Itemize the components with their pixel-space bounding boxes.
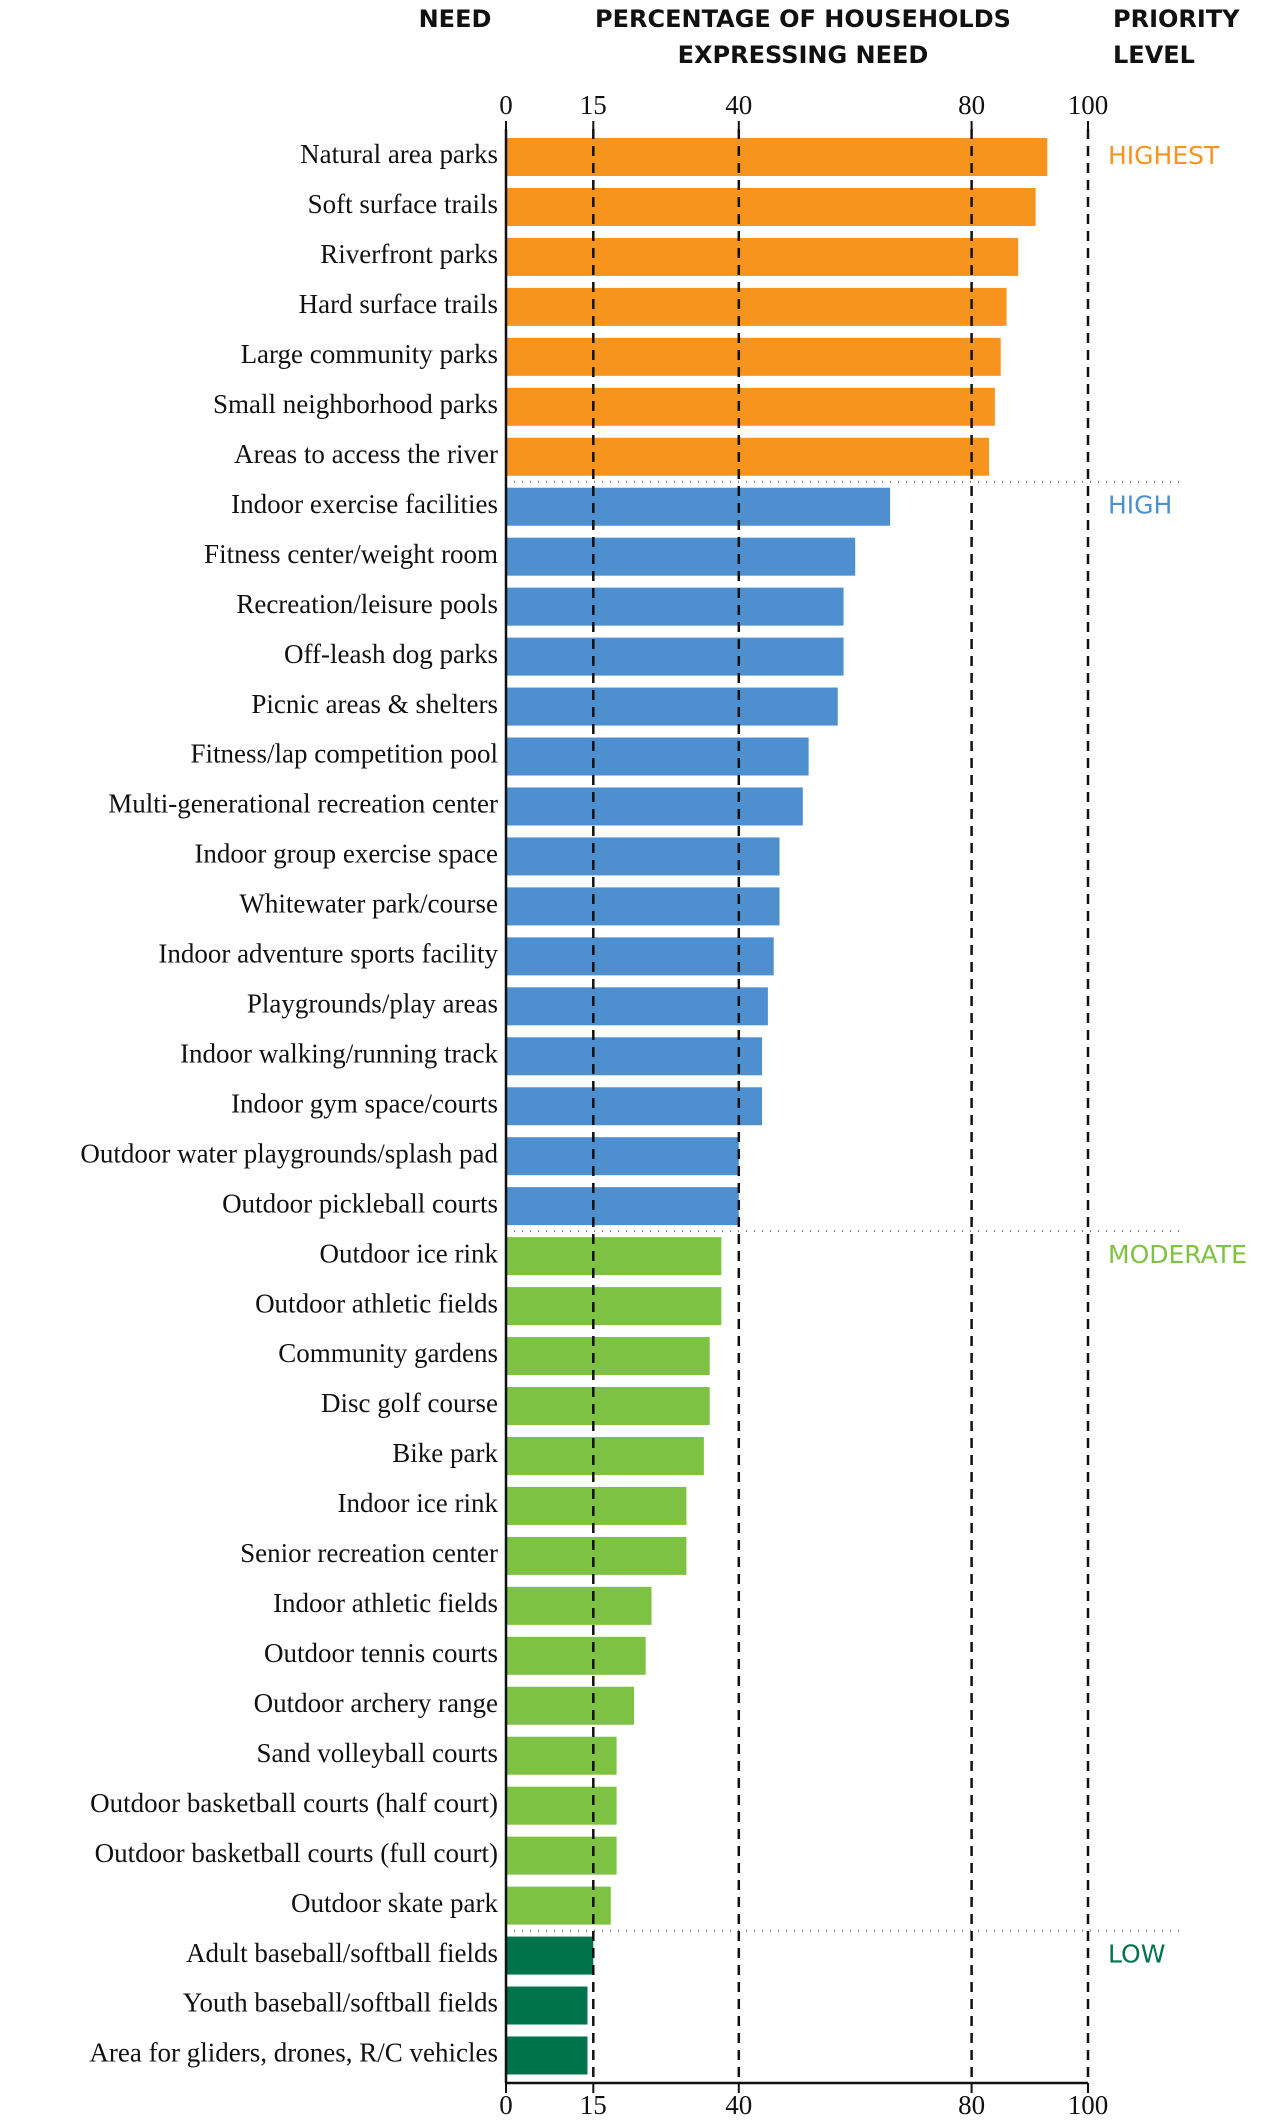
x-tick-label: 0: [499, 90, 513, 120]
category-label: Outdoor basketball courts (full court): [95, 1838, 498, 1868]
bar: [506, 1486, 687, 1525]
bar: [506, 637, 844, 676]
category-label: Whitewater park/course: [239, 889, 498, 919]
bar: [506, 1886, 611, 1925]
category-label: Outdoor basketball courts (half court): [90, 1788, 498, 1818]
category-label: Large community parks: [241, 339, 498, 369]
bar: [506, 587, 844, 626]
priority-label: HIGHEST: [1108, 141, 1220, 170]
bar: [506, 537, 856, 576]
x-tick-label: 0: [499, 2090, 513, 2120]
bar: [506, 1586, 652, 1625]
bar: [506, 787, 803, 826]
category-label: Sand volleyball courts: [257, 1738, 498, 1768]
category-label: Outdoor water playgrounds/splash pad: [80, 1138, 498, 1168]
category-label: Off-leash dog parks: [284, 639, 498, 669]
category-label: Playgrounds/play areas: [247, 989, 498, 1019]
category-label: Indoor exercise facilities: [231, 489, 498, 519]
x-tick-label: 80: [958, 2090, 985, 2120]
priority-label: HIGH: [1108, 491, 1172, 520]
priority-header: LEVEL: [1113, 41, 1195, 69]
bar: [506, 1137, 739, 1176]
bar: [506, 1037, 763, 1076]
need-header: NEED: [419, 5, 492, 33]
category-label: Youth baseball/softball fields: [183, 1988, 498, 2018]
x-tick-label: 15: [580, 90, 607, 120]
bar: [506, 2036, 588, 2075]
x-tick-label: 40: [725, 2090, 752, 2120]
category-label: Outdoor tennis courts: [264, 1638, 498, 1668]
bar: [506, 138, 1048, 176]
x-tick-label: 40: [725, 90, 752, 120]
bar: [506, 1436, 704, 1475]
bar: [506, 1237, 722, 1276]
category-label: Soft surface trails: [308, 189, 498, 219]
bar: [506, 237, 1019, 276]
category-label: Natural area parks: [300, 139, 498, 169]
category-label: Outdoor skate park: [291, 1888, 498, 1918]
category-label: Outdoor athletic fields: [255, 1288, 498, 1318]
priority-label: LOW: [1108, 1940, 1165, 1969]
value-header: EXPRESSING NEED: [678, 41, 929, 69]
x-tick-label: 80: [958, 90, 985, 120]
bar: [506, 937, 774, 976]
category-label: Recreation/leisure pools: [236, 589, 498, 619]
bar: [506, 837, 780, 876]
value-header: PERCENTAGE OF HOUSEHOLDS: [595, 5, 1011, 33]
category-label: Bike park: [392, 1438, 498, 1468]
category-label: Indoor group exercise space: [194, 839, 498, 869]
category-label: Outdoor ice rink: [320, 1238, 499, 1268]
bar: [506, 1736, 617, 1775]
bar: [506, 1686, 635, 1725]
category-label: Riverfront parks: [320, 239, 498, 269]
category-label: Fitness/lap competition pool: [191, 739, 498, 769]
bar: [506, 1337, 710, 1376]
bar: [506, 1536, 687, 1575]
category-label: Areas to access the river: [234, 439, 498, 469]
x-tick-label: 15: [580, 2090, 607, 2120]
bar: [506, 1387, 710, 1425]
bar: [506, 987, 768, 1026]
bar: [506, 1636, 646, 1675]
category-label: Small neighborhood parks: [213, 389, 498, 419]
category-label: Multi-generational recreation center: [108, 789, 498, 819]
bar: [506, 487, 891, 526]
bar: [506, 1087, 763, 1126]
category-label: Indoor athletic fields: [273, 1588, 498, 1618]
bar: [506, 1187, 739, 1226]
bar: [506, 387, 995, 426]
bar: [506, 1986, 588, 2025]
category-label: Indoor ice rink: [338, 1488, 499, 1518]
bar: [506, 1936, 594, 1975]
bar: [506, 437, 990, 476]
category-label: Outdoor pickleball courts: [222, 1188, 498, 1218]
bar: [506, 337, 1001, 376]
x-tick-label: 100: [1068, 2090, 1109, 2120]
category-label: Disc golf course: [321, 1388, 498, 1418]
x-tick-label: 100: [1068, 90, 1109, 120]
bar: [506, 887, 780, 926]
category-label: Outdoor archery range: [254, 1688, 498, 1718]
category-label: Indoor adventure sports facility: [158, 939, 498, 969]
bar: [506, 737, 809, 776]
bar: [506, 1786, 617, 1825]
category-label: Indoor walking/running track: [180, 1038, 498, 1068]
category-label: Area for gliders, drones, R/C vehicles: [89, 2038, 498, 2068]
category-label: Fitness center/weight room: [204, 539, 498, 569]
category-label: Picnic areas & shelters: [251, 689, 498, 719]
category-label: Adult baseball/softball fields: [186, 1938, 498, 1968]
priority-header: PRIORITY: [1113, 5, 1240, 33]
category-label: Community gardens: [278, 1338, 498, 1368]
category-label: Indoor gym space/courts: [231, 1088, 498, 1118]
bar: [506, 187, 1036, 226]
bar: [506, 1836, 617, 1875]
bar: [506, 1287, 722, 1326]
category-label: Hard surface trails: [299, 289, 498, 319]
bar: [506, 287, 1007, 326]
bar: [506, 687, 838, 726]
priority-label: MODERATE: [1108, 1240, 1247, 1269]
category-label: Senior recreation center: [240, 1538, 498, 1568]
